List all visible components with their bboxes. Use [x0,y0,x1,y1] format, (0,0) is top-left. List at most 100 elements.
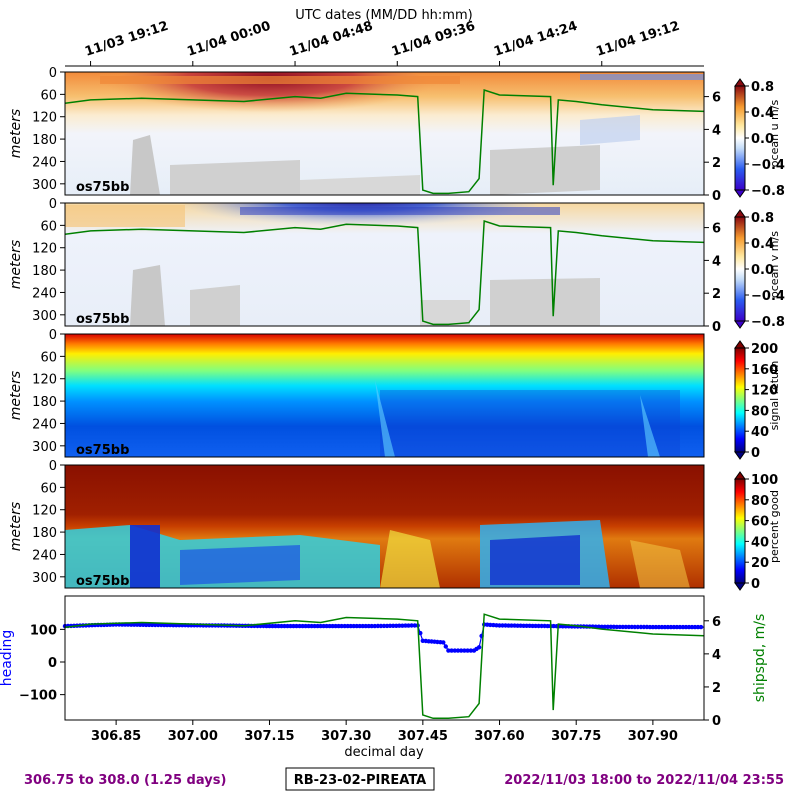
heading-point [387,623,393,628]
shipspd-tick-label: 2 [712,681,721,696]
heading-point [339,623,344,629]
shipspd-tick-label: 6 [712,615,721,630]
right-tick-label: 2 [712,156,721,171]
plot-frame [64,464,705,589]
inset-label: os75bb [76,312,129,327]
shipspd-right-axes: 6 4 2 0 6 4 2 0 [703,72,721,335]
colorbar-tick-label: 0.0 [751,263,774,278]
colorbar-tick-label: 40 [751,425,769,440]
heading-points [62,622,704,653]
heading-tick-label: −100 [19,689,57,704]
heading-point [455,648,461,653]
colorbar-extend-bottom [734,451,746,460]
heading-point [635,624,640,630]
right-tick-label: 2 [712,287,721,302]
colorbar-tick-label: −0.8 [751,184,785,199]
right-tick-label: 4 [712,254,721,269]
colorbar-tick-label: 120 [751,384,778,399]
heading-point [397,623,402,628]
depth-tick-label: 180 [32,526,57,541]
panel-heading-shipspd: 100 0 −100 6 4 2 0 heading shipspd, m/s [0,595,768,729]
x-axis-label: decimal day [344,745,424,760]
colorbar-tick-label: 0.8 [751,211,774,226]
right-tick-label: 4 [712,123,721,138]
heading-point [406,623,411,628]
heading-point [446,648,451,653]
heading-point [551,623,556,629]
colorbars: 0.8 0.4 0.0 −0.4 −0.8 ocean u m/s 0.8 0.4 0.0 −0.… [734,78,785,592]
inset-label: os75bb [76,180,129,195]
heading-point [468,648,473,653]
shipspd-overlay-line [65,219,704,326]
shipspd-tick-label: 0 [712,714,721,729]
heading-point [391,623,396,628]
cruise-id-box [285,767,435,791]
panel-ocean-v: os75bb [64,202,705,327]
heading-point [698,624,704,630]
depth-axis-label: meters [8,109,24,158]
heading-point [452,648,457,653]
colorbar-tick-label: 20 [751,556,769,571]
heading-axis-label: heading [0,630,15,687]
heading-point [372,623,377,629]
colorbar-tick-label: 0.8 [751,80,774,95]
heading-point [465,648,470,653]
heading-point [409,623,414,628]
colorbar-tick-label: −0.4 [751,289,785,304]
heading-point [378,623,384,629]
depth-tick-label: 300 [32,571,57,586]
colorbar-label: percent good [768,490,781,563]
depth-axis-label: meters [8,240,24,289]
inset-label: os75bb [76,574,129,589]
colorbar-tick-label: −0.8 [751,315,785,330]
shipspd-overlay-line [65,88,704,195]
top-date-ticks: 11/03 19:12 11/04 00:00 11/04 04:48 11/04 0… [83,19,682,66]
heading-axes: 100 0 −100 6 4 2 0 [19,615,721,729]
inset-label: os75bb [76,443,129,458]
colorbar-label: signal return [768,361,781,431]
top-axis-label: UTC dates (MM/DD hh:mm) [295,8,472,23]
heading-point [476,645,482,650]
plot-frame [64,595,705,721]
colorbar-tick-label: 160 [751,363,778,378]
colorbar-label: ocean v m/s [768,231,781,298]
colorbar-tick-label: 60 [751,515,769,530]
depth-axis-label: meters [8,502,24,551]
depth-tick-label: 0 [49,66,57,81]
depth-tick-label: 120 [32,111,57,126]
x-tick-label: 307.75 [551,729,601,744]
x-tick-label: 307.30 [321,729,371,744]
shipspd-tick-label: 4 [712,648,721,663]
x-tick-label: 307.90 [628,729,678,744]
heading-point [400,623,405,628]
colorbar-tick-label: 80 [751,494,769,509]
x-tick-label: 307.60 [474,729,524,744]
shipspd-axis-label: shipspd, m/s [752,614,768,703]
colorbar-label: ocean u m/s [768,100,781,168]
colorbar-tick-label: 100 [751,473,778,488]
depth-axis-label: meters [8,371,24,420]
x-tick-label: 307.00 [168,729,218,744]
colorbar-tick-label: 80 [751,404,769,419]
top-tick-label: 11/04 19:12 [594,19,681,60]
colorbar-extend-top [734,340,746,349]
depth-tick-label: 60 [40,481,57,496]
depth-tick-label: 180 [32,395,57,410]
right-tick-label: 0 [712,320,721,335]
colorbar-extend-bottom [734,582,746,591]
panel-signal-return: os75bb [64,333,705,458]
depth-tick-label: 240 [32,155,57,170]
depth-tick-label: 0 [49,197,57,212]
colorbar-extend-bottom [734,189,746,198]
heading-point [459,648,464,653]
colorbar [734,85,746,191]
heading-point [441,640,446,645]
top-tick-label: 11/04 00:00 [185,19,272,60]
heading-point [509,623,514,628]
decimal-day-axis: 306.85 307.00 307.15 307.30 307.45 307.60 307.… [91,720,678,744]
colorbar-tick-label: 0.4 [751,237,774,252]
colorbar-tick-label: 0.0 [751,132,774,147]
heading-point [449,648,454,653]
depth-tick-label: 60 [40,88,57,103]
footer-date-range: 2022/11/03 18:00 to 2022/11/04 23:55 [504,773,784,788]
